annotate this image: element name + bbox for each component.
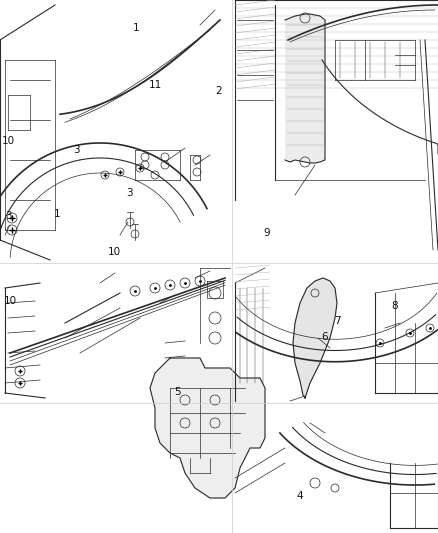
Text: 7: 7	[334, 316, 341, 326]
Text: 9: 9	[264, 229, 271, 238]
Text: 5: 5	[174, 387, 181, 397]
Text: 10: 10	[4, 296, 17, 306]
Text: 3: 3	[126, 188, 133, 198]
Text: 11: 11	[149, 80, 162, 90]
Text: 3: 3	[73, 146, 80, 155]
Polygon shape	[285, 14, 325, 163]
Text: 8: 8	[391, 302, 398, 311]
Polygon shape	[150, 358, 265, 498]
Text: 3: 3	[5, 211, 12, 221]
Polygon shape	[293, 278, 337, 398]
Text: 1: 1	[53, 209, 60, 219]
Text: 4: 4	[297, 491, 304, 500]
Text: 10: 10	[2, 136, 15, 146]
Text: 10: 10	[107, 247, 120, 256]
Text: 6: 6	[321, 332, 328, 342]
Text: 1: 1	[132, 23, 139, 33]
Text: 2: 2	[215, 86, 223, 95]
